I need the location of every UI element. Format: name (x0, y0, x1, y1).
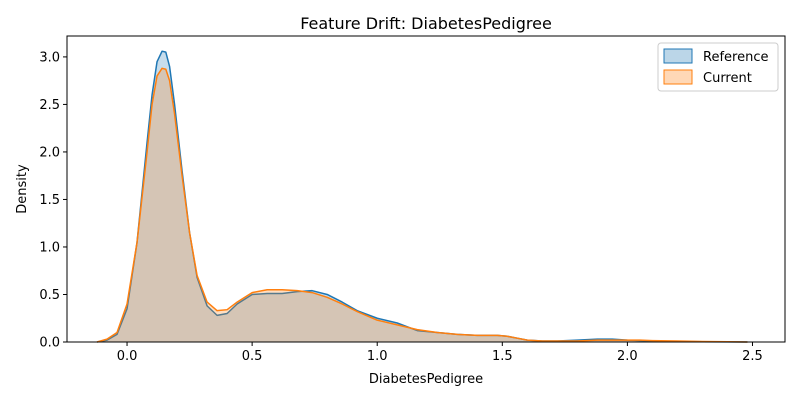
legend-swatch-current (663, 69, 693, 85)
y-tick-label: 0.0 (39, 336, 60, 351)
area-current (97, 68, 748, 342)
y-tick-label: 0.5 (39, 288, 60, 303)
legend-box (657, 42, 779, 92)
legend-label-current: Current (703, 71, 752, 86)
x-axis-label: DiabetesPedigree (369, 372, 483, 387)
plot-frame (66, 35, 786, 343)
x-tick-label: 2.0 (617, 349, 638, 364)
area-reference (97, 51, 748, 342)
x-tick-label: 2.5 (742, 349, 763, 364)
y-axis-label: Density (15, 164, 30, 214)
x-tick-label: 1.5 (492, 349, 513, 364)
series-layer (96, 50, 748, 343)
legend: Reference Current (657, 42, 779, 92)
legend-label-reference: Reference (703, 50, 768, 65)
y-tick-label: 1.5 (39, 193, 60, 208)
x-axis: 0.0 0.5 1.0 1.5 2.0 2.5 (117, 342, 763, 364)
x-tick-label: 1.0 (367, 349, 388, 364)
y-tick-label: 3.0 (39, 50, 60, 65)
legend-swatch-reference (663, 48, 693, 64)
x-tick-label: 0.5 (242, 349, 263, 364)
chart-title: Feature Drift: DiabetesPedigree (300, 14, 552, 33)
y-tick-label: 2.5 (39, 98, 60, 113)
y-tick-label: 1.0 (39, 240, 60, 255)
y-tick-label: 2.0 (39, 145, 60, 160)
line-reference (96, 50, 748, 343)
x-tick-label: 0.0 (117, 349, 138, 364)
line-current (96, 67, 748, 343)
y-axis: 0.0 0.5 1.0 1.5 2.0 2.5 3.0 (39, 50, 67, 351)
